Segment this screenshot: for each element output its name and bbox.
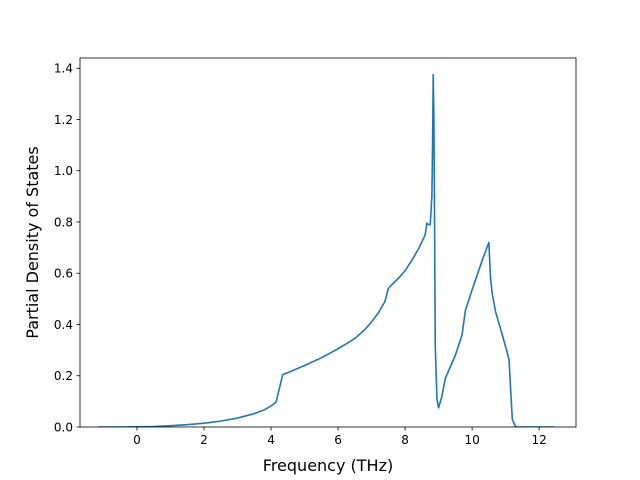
axes-frame — [79, 57, 577, 428]
x-tick-label: 10 — [464, 433, 479, 447]
plot-area — [98, 73, 555, 427]
y-tick-label: 0.6 — [54, 267, 73, 281]
y-axis-ticks: 0.0 0.2 0.4 0.6 0.8 1.0 1.2 1.4 — [54, 62, 80, 434]
y-tick-label: 0.4 — [54, 318, 73, 332]
x-axis-label: Frequency (THz) — [263, 456, 393, 475]
x-tick-label: 12 — [531, 433, 546, 447]
y-tick-label: 1.4 — [54, 62, 73, 76]
x-tick-label: 0 — [133, 433, 141, 447]
x-tick-label: 2 — [200, 433, 208, 447]
y-tick-label: 0.2 — [54, 369, 73, 383]
y-tick-label: 0.8 — [54, 215, 73, 229]
x-tick-label: 6 — [334, 433, 342, 447]
x-tick-label: 8 — [401, 433, 409, 447]
y-tick-label: 0.0 — [54, 420, 73, 434]
y-tick-label: 1.2 — [54, 113, 73, 127]
x-axis-ticks: 0 2 4 6 8 10 12 — [133, 427, 547, 447]
series-line-0 — [98, 73, 555, 427]
x-tick-label: 4 — [267, 433, 275, 447]
y-tick-label: 1.0 — [54, 164, 73, 178]
y-axis-label: Partial Density of States — [23, 146, 42, 338]
